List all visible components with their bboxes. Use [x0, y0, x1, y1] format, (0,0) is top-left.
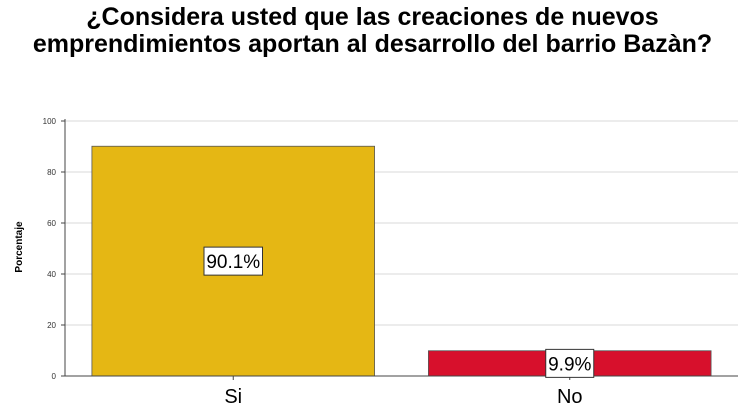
x-tick-label-no: No [557, 386, 583, 406]
y-tick-label: 80 [47, 168, 56, 177]
data-label-box [203, 246, 263, 276]
data-label-si: 90.1% [206, 252, 260, 273]
y-axis-label: Porcentaje [14, 221, 25, 273]
x-tick-label-si: Si [224, 386, 242, 406]
data-label-no: 9.9% [548, 354, 591, 375]
y-tick-label: 60 [47, 219, 56, 228]
bars [91, 145, 712, 377]
y-tick-label: 40 [47, 270, 56, 279]
y-tick-label: 0 [52, 372, 57, 381]
y-tick-label: 100 [43, 117, 57, 126]
y-tick-label: 20 [47, 321, 56, 330]
chart-title: ¿Considera usted que las creaciones de n… [32, 3, 713, 58]
labels: 0 20 40 60 80 100 Si 90.1% No 9.9% [43, 117, 595, 406]
data-label-box [545, 348, 595, 378]
